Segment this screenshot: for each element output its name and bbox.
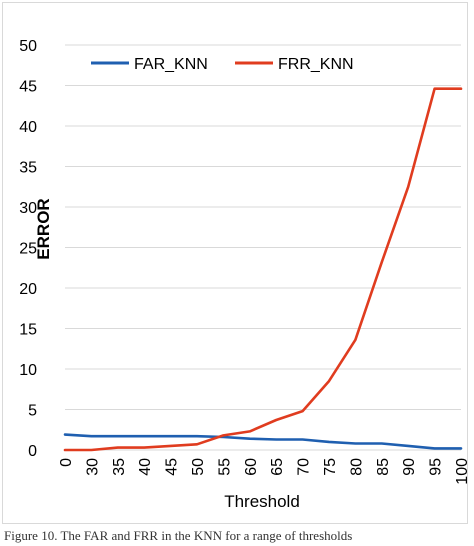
y-tick-label: 45 (19, 79, 37, 96)
x-tick-label: 0 (58, 458, 75, 467)
x-axis-label: Threshold (224, 492, 300, 511)
y-tick-label: 30 (19, 200, 37, 217)
x-axis-ticks: 0 30 35 40 45 50 55 60 65 70 75 80 85 90 95 100 (58, 458, 469, 485)
x-tick-label: 70 (296, 458, 313, 476)
x-tick-label: 60 (243, 458, 260, 476)
line-chart: 0 5 10 15 20 25 30 35 40 45 50 0 30 35 40 45 50 55 60 65 70… (19, 38, 469, 511)
chart-frame: 0 5 10 15 20 25 30 35 40 45 50 0 30 35 40 45 50 55 60 65 70… (2, 2, 469, 524)
x-tick-label: 30 (84, 458, 101, 476)
x-tick-label: 85 (375, 458, 392, 476)
legend-label: FRR_KNN (278, 56, 354, 73)
y-tick-label: 20 (19, 281, 37, 298)
x-tick-label: 65 (269, 458, 286, 476)
y-tick-label: 50 (19, 38, 37, 55)
x-tick-label: 100 (454, 458, 469, 485)
y-tick-label: 0 (28, 443, 37, 460)
series-line-far-knn (63, 433, 463, 450)
legend-label: FAR_KNN (134, 56, 208, 73)
x-tick-label: 95 (428, 458, 445, 476)
x-tick-label: 45 (164, 458, 181, 476)
y-tick-label: 35 (19, 160, 37, 177)
y-tick-label: 5 (28, 403, 37, 420)
y-tick-label: 15 (19, 322, 37, 339)
series-lines (63, 87, 463, 452)
x-tick-label: 80 (348, 458, 365, 476)
series-line-frr-knn (63, 87, 463, 452)
y-axis-ticks: 0 5 10 15 20 25 30 35 40 45 50 (19, 38, 37, 460)
x-tick-label: 75 (322, 458, 339, 476)
y-tick-label: 25 (19, 241, 37, 258)
x-tick-label: 50 (190, 458, 207, 476)
y-tick-label: 10 (19, 362, 37, 379)
y-tick-label: 40 (19, 119, 37, 136)
x-tick-label: 35 (111, 458, 128, 476)
legend: FAR_KNN FRR_KNN (91, 56, 354, 73)
gridlines (65, 44, 461, 451)
x-tick-label: 40 (137, 458, 154, 476)
x-tick-label: 55 (216, 458, 233, 476)
y-axis-label: ERROR (34, 198, 53, 259)
x-tick-label: 90 (401, 458, 418, 476)
figure-caption: Figure 10. The FAR and FRR in the KNN fo… (4, 528, 353, 543)
